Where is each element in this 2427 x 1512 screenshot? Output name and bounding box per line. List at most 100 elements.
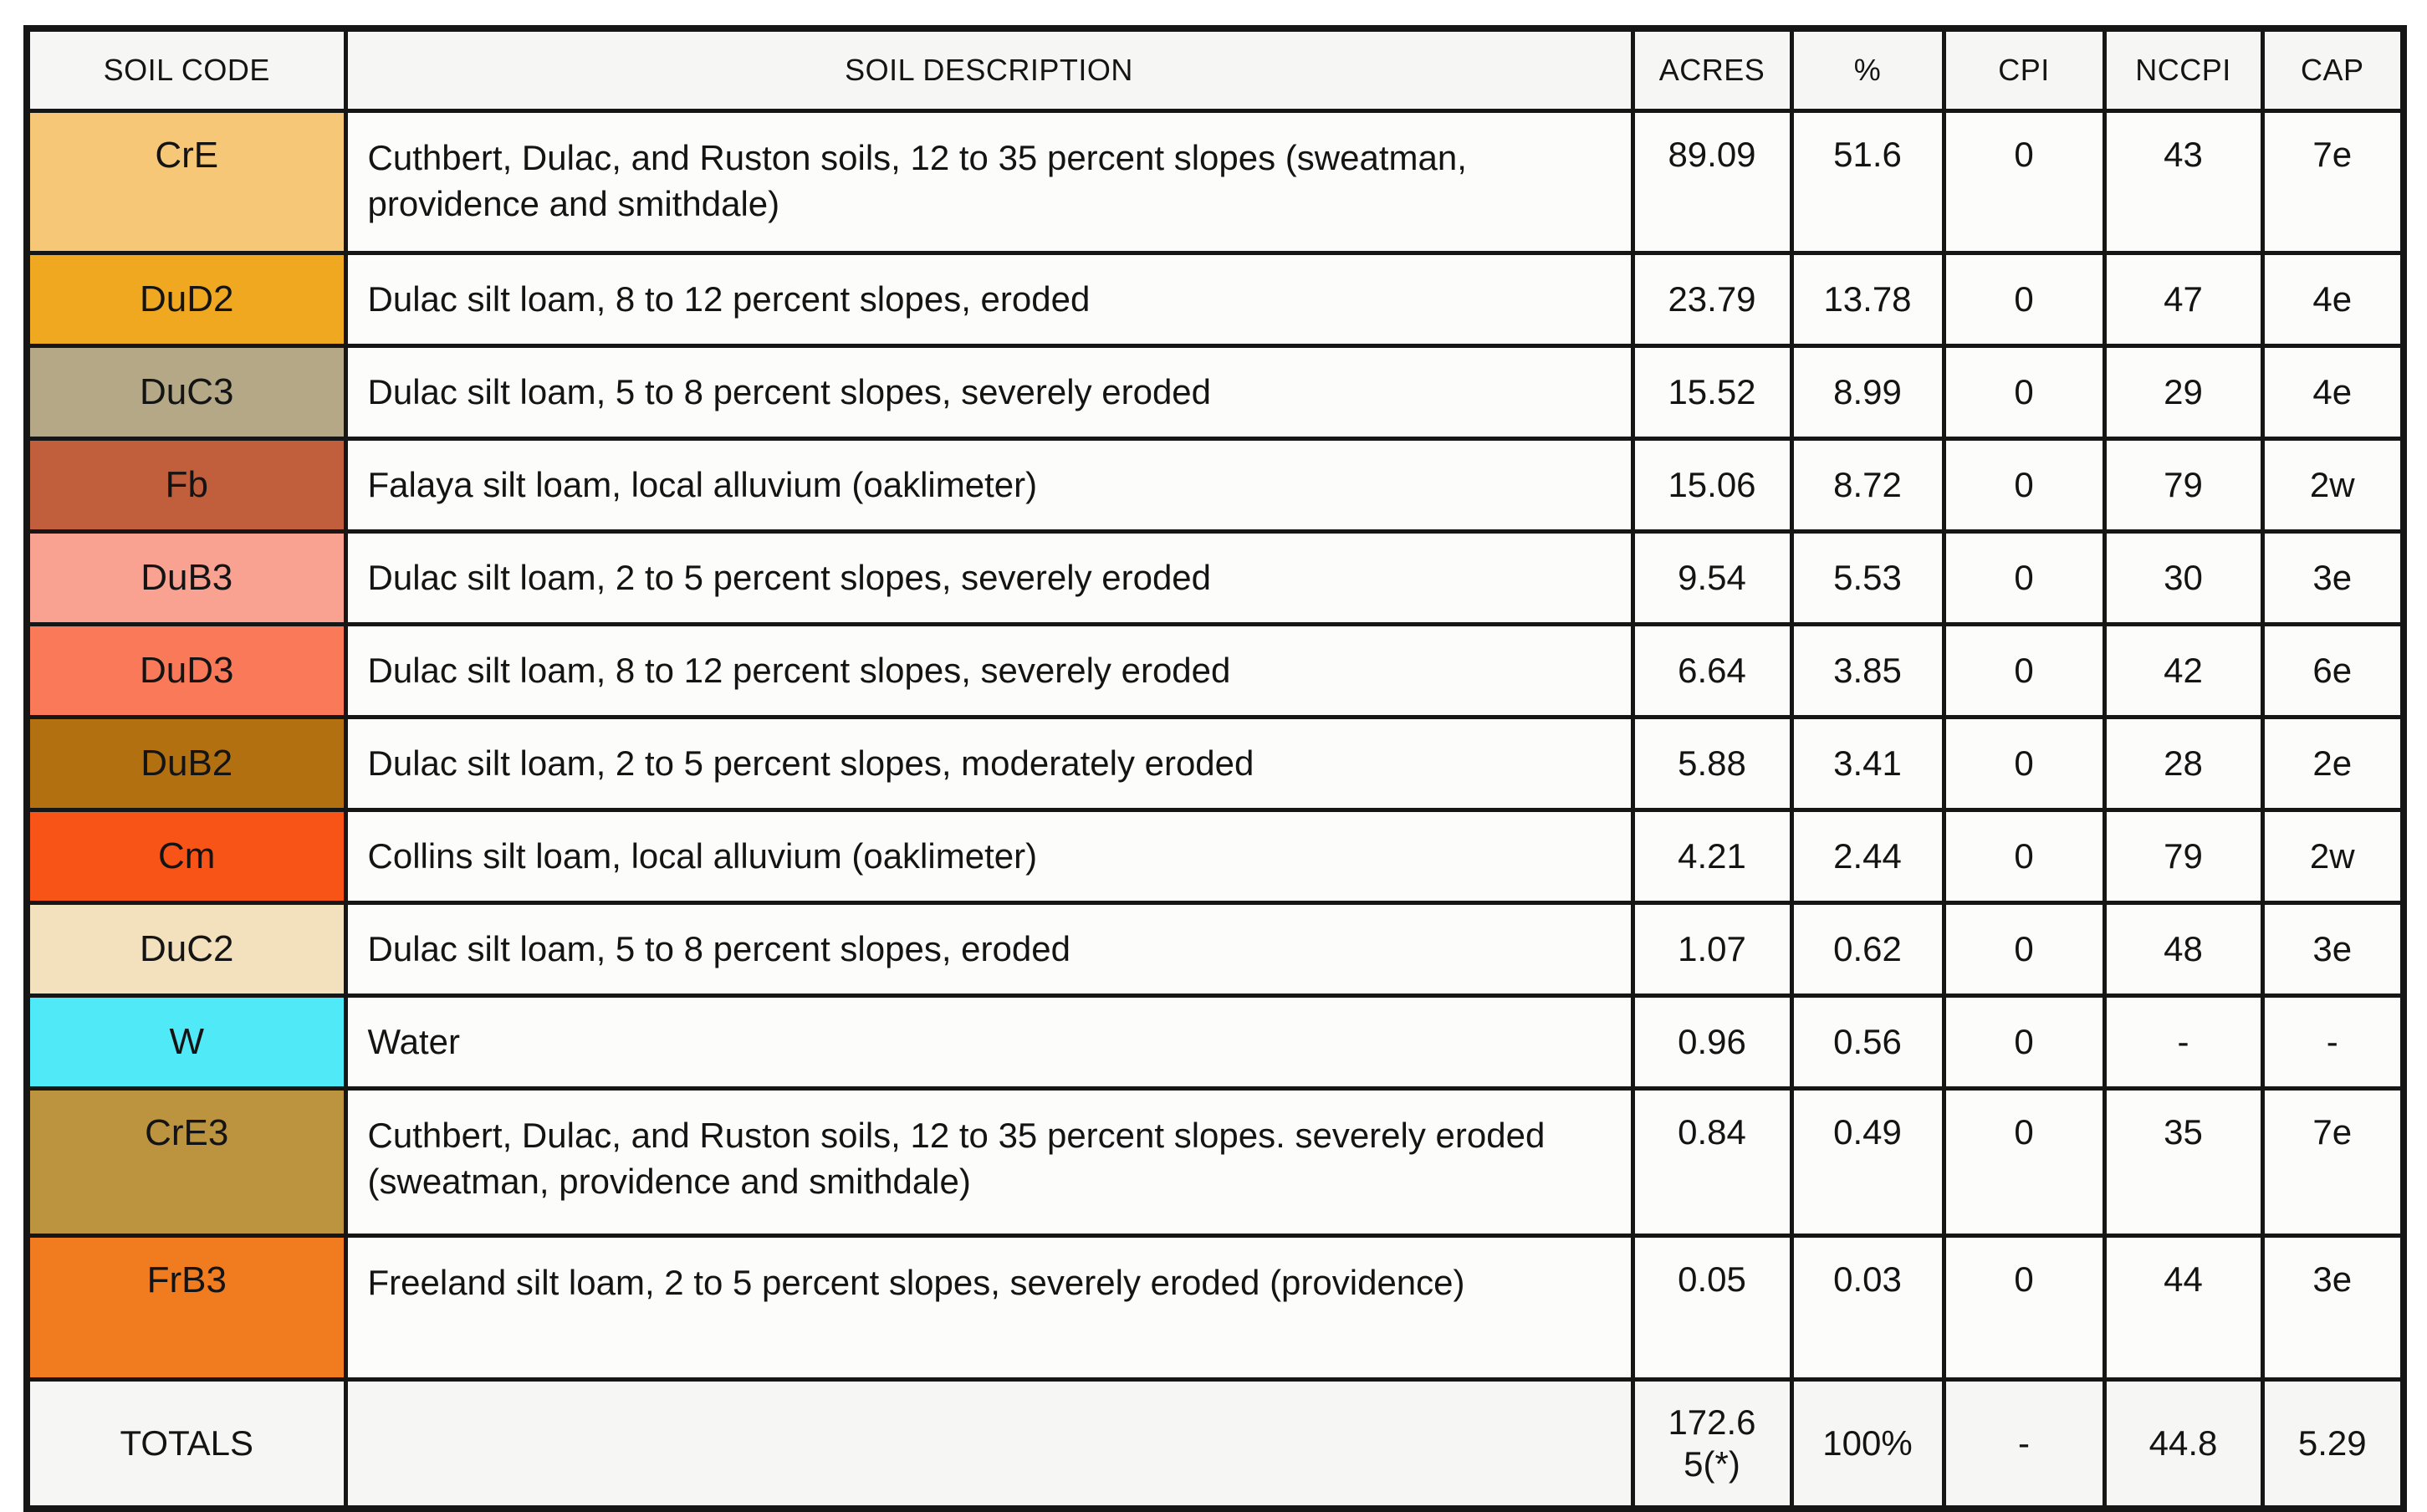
percent-cell: 0.49 <box>1789 1086 1946 1238</box>
header-percent: % <box>1789 26 1946 113</box>
nccpi-cell: 44 <box>2102 1234 2265 1382</box>
percent-cell: 13.78 <box>1789 251 1946 348</box>
totals-label: TOTALS <box>24 1377 348 1511</box>
soil-description-cell: Freeland silt loam, 2 to 5 percent slope… <box>343 1234 1635 1382</box>
soil-description-cell: Water <box>343 994 1635 1091</box>
cap-cell: 2w <box>2260 437 2406 534</box>
acres-cell: 5.88 <box>1630 715 1794 812</box>
percent-cell: 0.62 <box>1789 901 1946 998</box>
acres-cell: 15.52 <box>1630 344 1794 441</box>
percent-cell: 2.44 <box>1789 808 1946 905</box>
nccpi-cell: 43 <box>2102 109 2265 255</box>
totals-percent-cell: 100% <box>1789 1377 1946 1511</box>
acres-cell: 6.64 <box>1630 622 1794 719</box>
soil-description-cell: Cuthbert, Dulac, and Ruston soils, 12 to… <box>343 1086 1635 1238</box>
table-row: FrB3 Freeland silt loam, 2 to 5 percent … <box>24 1234 2406 1382</box>
acres-cell: 1.07 <box>1630 901 1794 998</box>
acres-cell: 15.06 <box>1630 437 1794 534</box>
totals-acres-value: 172.65(*) <box>1668 1402 1756 1484</box>
soil-code-swatch: Fb <box>24 437 348 534</box>
totals-row: TOTALS 172.65(*) 100% - 44.8 5.29 <box>24 1377 2406 1511</box>
cap-cell: 2w <box>2260 808 2406 905</box>
soil-description-cell: Dulac silt loam, 5 to 8 percent slopes, … <box>343 344 1635 441</box>
nccpi-cell: 30 <box>2102 529 2265 626</box>
table-row: DuC2 Dulac silt loam, 5 to 8 percent slo… <box>24 901 2406 998</box>
cap-cell: - <box>2260 994 2406 1091</box>
nccpi-cell: 79 <box>2102 808 2265 905</box>
header-soil-code: SOIL CODE <box>24 26 348 113</box>
cap-cell: 4e <box>2260 251 2406 348</box>
soil-description-cell: Cuthbert, Dulac, and Ruston soils, 12 to… <box>343 109 1635 255</box>
soil-code-swatch: W <box>24 994 348 1091</box>
soil-code-swatch: FrB3 <box>24 1234 348 1382</box>
soil-code-swatch: DuC3 <box>24 344 348 441</box>
nccpi-cell: 28 <box>2102 715 2265 812</box>
totals-nccpi-cell: 44.8 <box>2102 1377 2265 1511</box>
cap-cell: 4e <box>2260 344 2406 441</box>
cpi-cell: 0 <box>1941 901 2107 998</box>
soil-description-cell: Dulac silt loam, 2 to 5 percent slopes, … <box>343 529 1635 626</box>
acres-cell: 89.09 <box>1630 109 1794 255</box>
soil-description-cell: Dulac silt loam, 8 to 12 percent slopes,… <box>343 251 1635 348</box>
cap-cell: 3e <box>2260 901 2406 998</box>
table-header-row: SOIL CODE SOIL DESCRIPTION ACRES % CPI N… <box>24 26 2406 113</box>
soil-summary-table: SOIL CODE SOIL DESCRIPTION ACRES % CPI N… <box>23 25 2407 1512</box>
totals-acres-cell: 172.65(*) <box>1630 1377 1794 1511</box>
soil-description-cell: Falaya silt loam, local alluvium (oaklim… <box>343 437 1635 534</box>
table-row: Cm Collins silt loam, local alluvium (oa… <box>24 808 2406 905</box>
cpi-cell: 0 <box>1941 715 2107 812</box>
soil-code-swatch: DuC2 <box>24 901 348 998</box>
table-row: DuB3 Dulac silt loam, 2 to 5 percent slo… <box>24 529 2406 626</box>
table-row: CrE3 Cuthbert, Dulac, and Ruston soils, … <box>24 1086 2406 1238</box>
cpi-cell: 0 <box>1941 808 2107 905</box>
cap-cell: 3e <box>2260 529 2406 626</box>
soil-description-cell: Dulac silt loam, 5 to 8 percent slopes, … <box>343 901 1635 998</box>
totals-description-cell <box>343 1377 1635 1511</box>
header-nccpi: NCCPI <box>2102 26 2265 113</box>
soil-description-cell: Dulac silt loam, 2 to 5 percent slopes, … <box>343 715 1635 812</box>
nccpi-cell: 79 <box>2102 437 2265 534</box>
header-acres: ACRES <box>1630 26 1794 113</box>
header-soil-description: SOIL DESCRIPTION <box>343 26 1635 113</box>
percent-cell: 0.56 <box>1789 994 1946 1091</box>
soil-description-cell: Dulac silt loam, 8 to 12 percent slopes,… <box>343 622 1635 719</box>
acres-cell: 0.84 <box>1630 1086 1794 1238</box>
table-row: Fb Falaya silt loam, local alluvium (oak… <box>24 437 2406 534</box>
soil-code-swatch: DuD2 <box>24 251 348 348</box>
acres-cell: 4.21 <box>1630 808 1794 905</box>
nccpi-cell: 42 <box>2102 622 2265 719</box>
acres-cell: 23.79 <box>1630 251 1794 348</box>
soil-code-swatch: CrE <box>24 109 348 255</box>
acres-cell: 0.05 <box>1630 1234 1794 1382</box>
cap-cell: 2e <box>2260 715 2406 812</box>
table-row: W Water 0.96 0.56 0 - - <box>24 994 2406 1091</box>
acres-cell: 9.54 <box>1630 529 1794 626</box>
table-row: DuB2 Dulac silt loam, 2 to 5 percent slo… <box>24 715 2406 812</box>
cpi-cell: 0 <box>1941 109 2107 255</box>
soil-code-swatch: CrE3 <box>24 1086 348 1238</box>
totals-cap-cell: 5.29 <box>2260 1377 2406 1511</box>
cpi-cell: 0 <box>1941 994 2107 1091</box>
table-row: DuD2 Dulac silt loam, 8 to 12 percent sl… <box>24 251 2406 348</box>
percent-cell: 5.53 <box>1789 529 1946 626</box>
cpi-cell: 0 <box>1941 251 2107 348</box>
nccpi-cell: 47 <box>2102 251 2265 348</box>
totals-cpi-cell: - <box>1941 1377 2107 1511</box>
soil-code-swatch: DuB3 <box>24 529 348 626</box>
header-cap: CAP <box>2260 26 2406 113</box>
soil-code-swatch: Cm <box>24 808 348 905</box>
soil-code-swatch: DuB2 <box>24 715 348 812</box>
cpi-cell: 0 <box>1941 1234 2107 1382</box>
cpi-cell: 0 <box>1941 622 2107 719</box>
cpi-cell: 0 <box>1941 344 2107 441</box>
cpi-cell: 0 <box>1941 437 2107 534</box>
percent-cell: 8.72 <box>1789 437 1946 534</box>
percent-cell: 0.03 <box>1789 1234 1946 1382</box>
cap-cell: 3e <box>2260 1234 2406 1382</box>
percent-cell: 51.6 <box>1789 109 1946 255</box>
cpi-cell: 0 <box>1941 1086 2107 1238</box>
nccpi-cell: 48 <box>2102 901 2265 998</box>
percent-cell: 8.99 <box>1789 344 1946 441</box>
table-row: CrE Cuthbert, Dulac, and Ruston soils, 1… <box>24 109 2406 255</box>
